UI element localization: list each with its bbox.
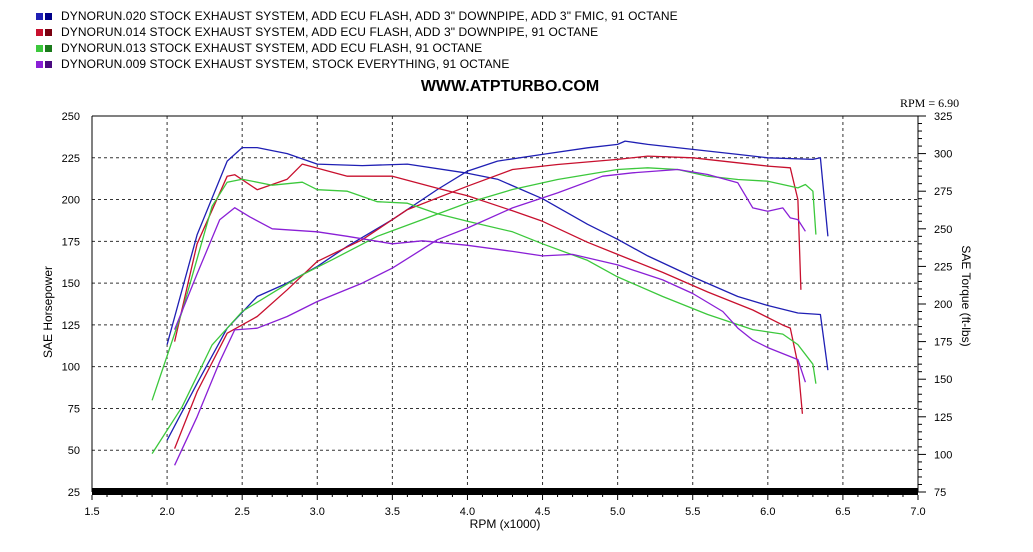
legend-swatch — [45, 28, 52, 36]
y-tick-label: 25 — [68, 487, 80, 499]
hp-line-dynorun-009 — [174, 168, 806, 466]
y2-tick-label: 325 — [934, 111, 952, 123]
legend-swatch — [36, 12, 43, 20]
y-tick-label: 200 — [62, 195, 80, 207]
y2-tick-label: 175 — [934, 337, 952, 349]
x-tick-label: 1.5 — [84, 506, 99, 518]
legend-swatch — [36, 28, 43, 36]
y2-tick-label: 75 — [934, 487, 946, 499]
legend-entry: DYNORUN.013 STOCK EXHAUST SYSTEM, ADD EC… — [36, 40, 678, 56]
y2-tick-label: 275 — [934, 186, 952, 198]
legend-entry: DYNORUN.020 STOCK EXHAUST SYSTEM, ADD EC… — [36, 8, 678, 24]
hp-line-dynorun-014 — [173, 155, 802, 449]
legend-swatch — [45, 12, 52, 20]
legend-entry: DYNORUN.014 STOCK EXHAUST SYSTEM, ADD EC… — [36, 24, 678, 40]
y-tick-label: 75 — [68, 403, 80, 415]
site-url: WWW.ATPTURBO.COM — [420, 78, 600, 95]
y2-tick-label: 200 — [934, 299, 952, 311]
y-axis-label: SAE Horsepower — [41, 266, 55, 358]
plot-frame — [91, 115, 926, 500]
x-tick-label: 4.5 — [535, 506, 550, 518]
y-tick-label: 125 — [62, 320, 80, 332]
torque-line-dynorun-009 — [173, 207, 807, 383]
y2-tick-label: 250 — [934, 224, 952, 236]
torque-line-dynorun-014 — [173, 163, 804, 414]
x-tick-label: 4.0 — [460, 506, 475, 518]
legend-swatch — [45, 60, 52, 68]
y-tick-label: 100 — [62, 362, 80, 374]
legend-label: DYNORUN.014 STOCK EXHAUST SYSTEM, ADD EC… — [61, 25, 599, 39]
legend-swatch — [36, 44, 43, 52]
x-tick-label: 5.0 — [610, 506, 625, 518]
torque-line-dynorun-013 — [151, 178, 817, 401]
legend-label: DYNORUN.013 STOCK EXHAUST SYSTEM, ADD EC… — [61, 41, 483, 55]
y2-tick-label: 300 — [934, 149, 952, 161]
legend-swatch — [45, 44, 52, 52]
hp-line-dynorun-013 — [151, 167, 817, 454]
x-tick-label: 6.0 — [760, 506, 775, 518]
y-tick-label: 250 — [62, 111, 80, 123]
x-tick-label: 3.0 — [310, 506, 325, 518]
x-tick-label: 5.5 — [685, 506, 700, 518]
y-tick-label: 50 — [68, 445, 80, 457]
y2-tick-label: 150 — [934, 374, 952, 386]
torque-line-dynorun-020 — [166, 146, 829, 371]
rpm-readout: RPM = 6.90 — [900, 96, 960, 110]
x-tick-label: 3.5 — [385, 506, 400, 518]
legend-entry: DYNORUN.009 STOCK EXHAUST SYSTEM, STOCK … — [36, 56, 678, 72]
tick-labels: 1.5 2.0 2.5 3.0 3.5 4.0 4.5 5.0 5.5 6.0 6.5 7.0 25 50… — [62, 111, 953, 518]
x-tick-label: 7.0 — [910, 506, 925, 518]
x-tick-label: 6.5 — [835, 506, 850, 518]
y2-axis-label: SAE Torque (ft-lbs) — [959, 245, 973, 346]
legend-swatch — [36, 60, 43, 68]
y2-tick-label: 100 — [934, 449, 952, 461]
y-tick-label: 175 — [62, 236, 80, 248]
x-tick-label: 2.5 — [235, 506, 250, 518]
series-lines — [151, 140, 829, 466]
x-tick-label: 2.0 — [159, 506, 174, 518]
legend-label: DYNORUN.009 STOCK EXHAUST SYSTEM, STOCK … — [61, 57, 510, 71]
y-tick-label: 150 — [62, 278, 80, 290]
y2-tick-label: 125 — [934, 412, 952, 424]
legend-label: DYNORUN.020 STOCK EXHAUST SYSTEM, ADD EC… — [61, 9, 678, 23]
y-tick-label: 225 — [62, 153, 80, 165]
x-axis-bar — [92, 488, 918, 495]
x-axis-label: RPM (x1000) — [470, 517, 541, 531]
hp-line-dynorun-020 — [166, 140, 829, 441]
legend: DYNORUN.020 STOCK EXHAUST SYSTEM, ADD EC… — [36, 8, 678, 72]
y2-tick-label: 225 — [934, 261, 952, 273]
